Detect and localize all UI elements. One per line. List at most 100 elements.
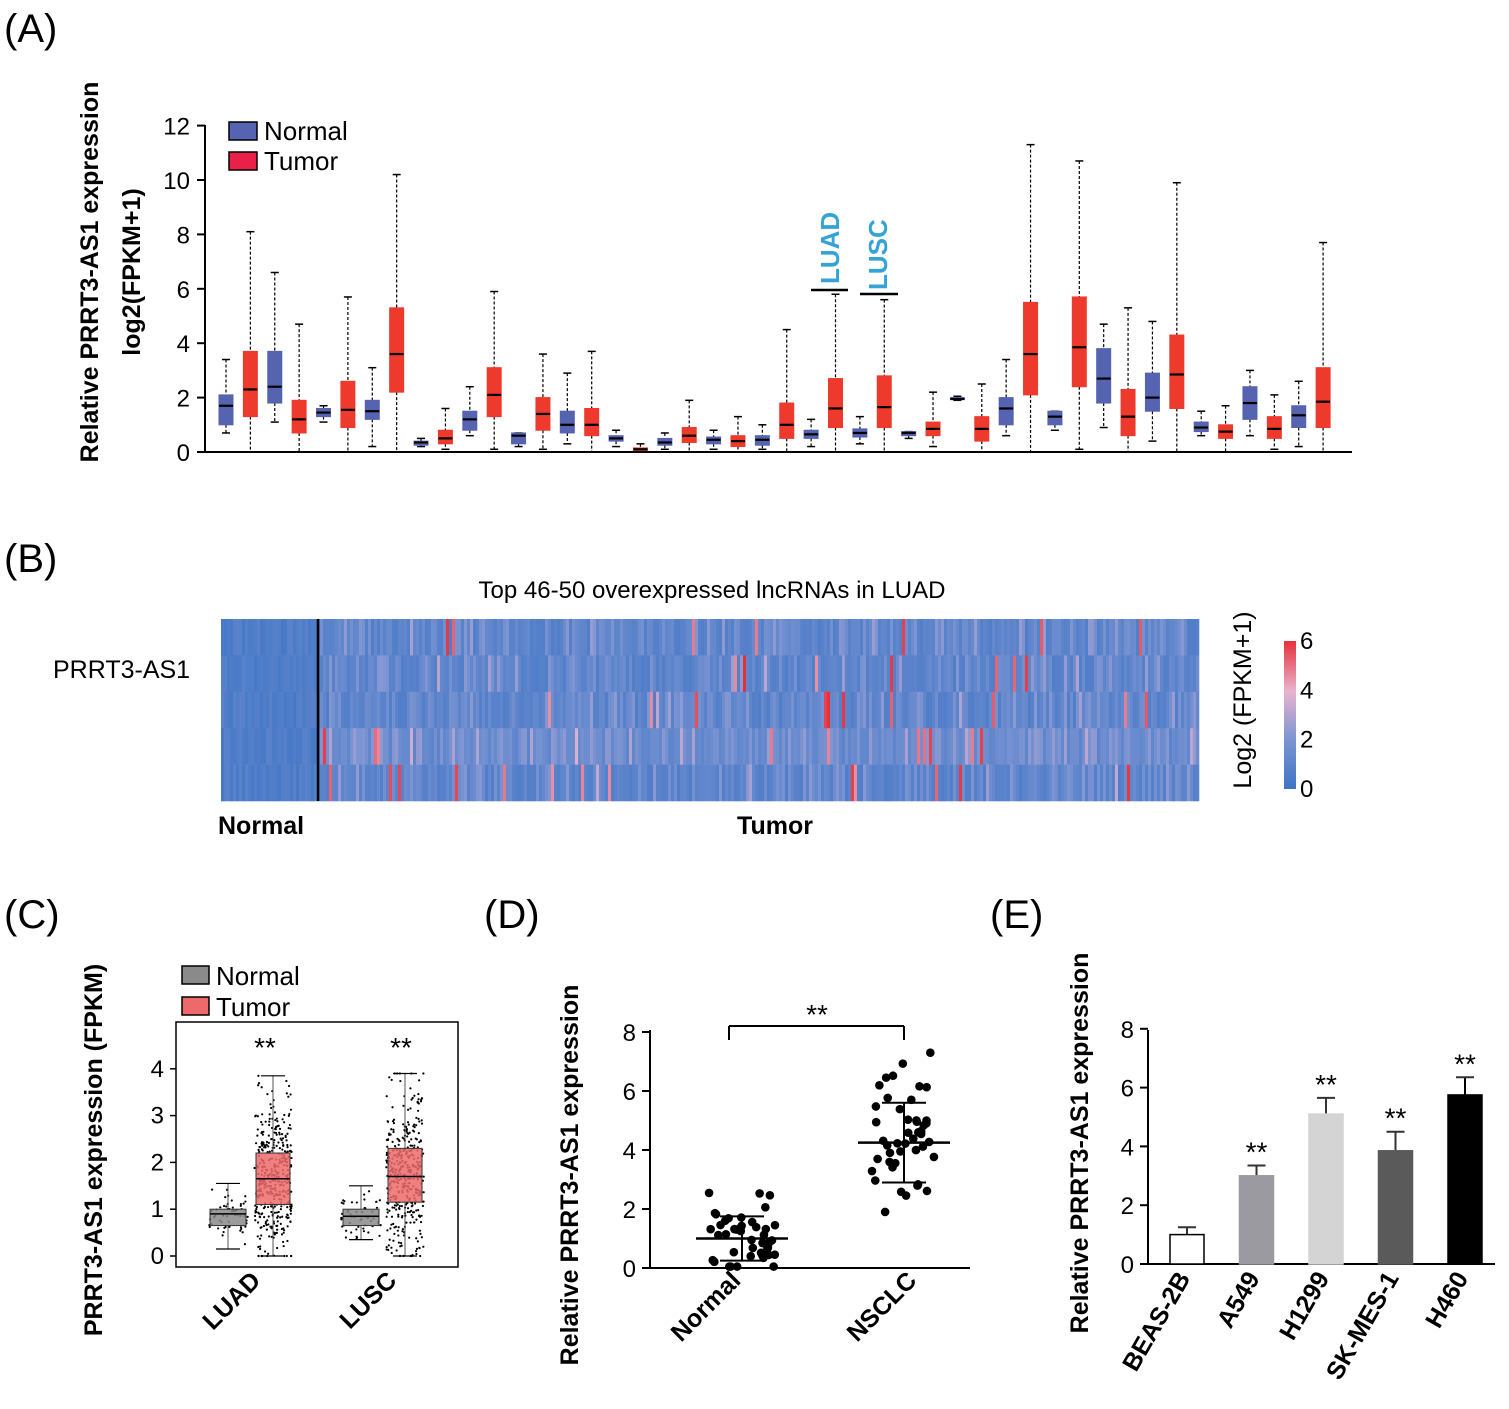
c-point (240, 1227, 243, 1230)
heatmap-cell (983, 728, 987, 765)
heatmap-cell (302, 764, 306, 802)
heatmap-cell (704, 655, 708, 693)
d-point (901, 1191, 911, 1200)
d-point (918, 1142, 928, 1151)
heatmap-cell (713, 764, 717, 802)
heatmap-cell (779, 764, 783, 802)
heatmap-cell (977, 764, 981, 802)
c-point (268, 1235, 271, 1238)
c-point (408, 1236, 411, 1239)
heatmap-cell (266, 691, 270, 729)
heatmap-cell (878, 619, 882, 656)
c-point (415, 1218, 418, 1221)
heatmap-cell (299, 728, 303, 765)
heatmap-cell (644, 691, 648, 729)
heatmap-cell (398, 728, 402, 765)
c-point (409, 1107, 412, 1110)
heatmap-cell (281, 728, 285, 765)
heatmap-cell (470, 655, 474, 693)
heatmap-cell (347, 764, 351, 802)
c-point (290, 1156, 293, 1160)
heatmap-cell (1127, 728, 1131, 765)
c-point (394, 1225, 398, 1228)
heatmap-cell (1091, 655, 1095, 693)
heatmap-cell (545, 728, 549, 765)
heatmap-cell (920, 655, 924, 693)
heatmap-cell (263, 655, 267, 693)
heatmap-cell (983, 619, 987, 656)
heatmap-cell (1061, 728, 1065, 765)
heatmap-cell (896, 728, 900, 765)
heatmap-cell (1025, 764, 1029, 802)
a-ytick-label: 10 (163, 168, 190, 195)
heatmap-cell (605, 764, 609, 802)
heatmap-cell (764, 619, 768, 656)
heatmap-cell (1088, 728, 1092, 765)
heatmap-cell (923, 764, 927, 802)
heatmap-cell (839, 691, 843, 729)
heatmap-cell (473, 728, 477, 765)
c-point (392, 1239, 395, 1242)
heatmap-cell (809, 691, 813, 729)
heatmap-cell (704, 691, 708, 729)
heatmap-cell (1094, 691, 1098, 729)
heatmap-cell (698, 728, 702, 765)
heatmap-cell (785, 619, 789, 656)
heatmap-cell (986, 691, 990, 729)
c-point (286, 1225, 289, 1228)
c-point (261, 1142, 264, 1146)
heatmap-cell (296, 655, 300, 693)
heatmap-cell (1031, 728, 1035, 765)
heatmap-cell (1040, 764, 1044, 802)
heatmap-cell (371, 764, 375, 802)
heatmap-cell (593, 764, 597, 802)
heatmap-cell (707, 764, 711, 802)
d-point (926, 1048, 935, 1057)
heatmap-cell (290, 619, 294, 656)
heatmap-cell (560, 728, 564, 765)
heatmap-cell (1112, 691, 1116, 729)
heatmap-cell (275, 655, 279, 693)
colorbar (1284, 641, 1296, 789)
heatmap-cell (1055, 764, 1059, 802)
heatmap-cell (782, 655, 786, 693)
heatmap-cell (554, 619, 558, 656)
heatmap-cell (356, 691, 360, 729)
heatmap-cell (1028, 619, 1032, 656)
heatmap-cell (662, 655, 666, 693)
heatmap-cell (1178, 764, 1182, 802)
c-point (402, 1123, 405, 1126)
heatmap-cell (845, 619, 849, 656)
heatmap-cell (542, 691, 546, 729)
heatmap-cell (692, 619, 696, 656)
heatmap-cell (344, 728, 348, 765)
c-point (397, 1215, 400, 1218)
heatmap-cell (815, 655, 819, 693)
heatmap-cell (611, 728, 615, 765)
c-point (208, 1225, 211, 1229)
heatmap-cell (1148, 655, 1152, 693)
heatmap-cell (752, 619, 756, 656)
heatmap-cell (938, 691, 942, 729)
heatmap-cell (1097, 619, 1101, 656)
c-point (417, 1209, 420, 1212)
c-legend-tumor-swatch (181, 996, 210, 1016)
heatmap-cell (1067, 764, 1071, 802)
c-point (397, 1143, 400, 1146)
d-point (896, 1147, 905, 1156)
heatmap-cell (857, 764, 861, 802)
heatmap-cell (1085, 619, 1089, 656)
heatmap-cell (980, 728, 984, 765)
a-box (267, 350, 283, 404)
heatmap-cell (1001, 619, 1005, 656)
heatmap-cell (272, 728, 276, 765)
heatmap-cell (446, 764, 450, 802)
heatmap-cell (776, 655, 780, 693)
heatmap-cell (233, 691, 237, 729)
heatmap-cell (254, 655, 258, 693)
heatmap-cell (644, 619, 648, 656)
heatmap-cell (350, 619, 354, 656)
heatmap-cell (452, 764, 456, 802)
heatmap-cell (515, 691, 519, 729)
heatmap-cell (653, 655, 657, 693)
